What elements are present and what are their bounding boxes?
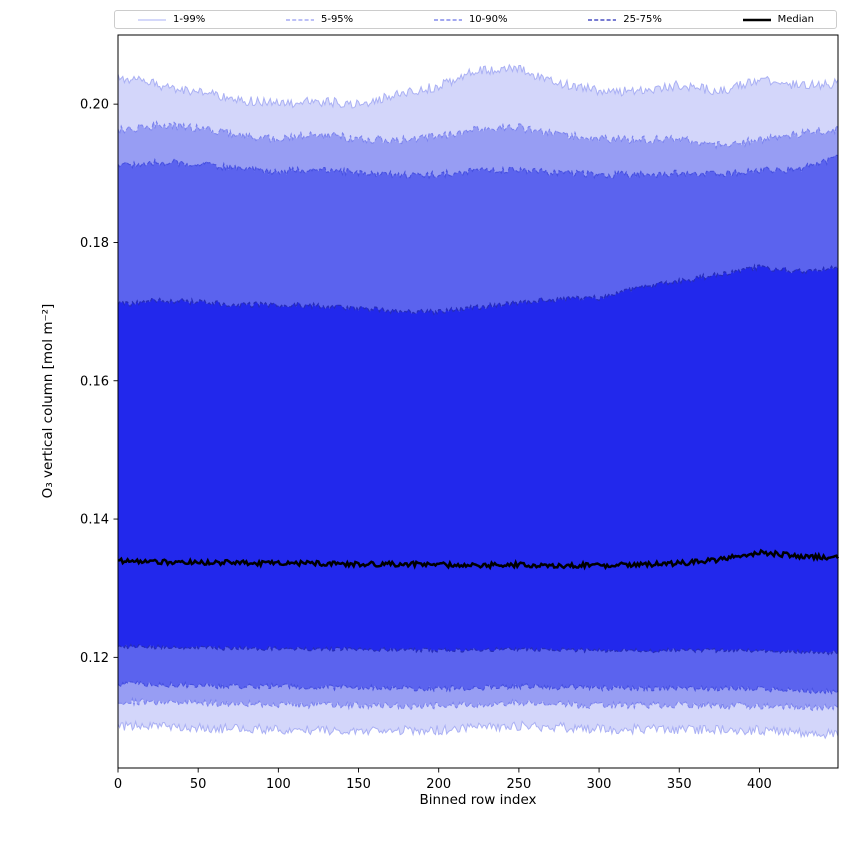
- legend-item-10-90%: 10-90%: [433, 14, 508, 25]
- percentile-line-p90: [117, 154, 839, 180]
- x-tick-label: 300: [587, 777, 612, 792]
- y-tick-label: 0.14: [80, 513, 109, 528]
- x-tick-label: 350: [667, 777, 692, 792]
- plot-border: [117, 34, 839, 769]
- legend-item-5-95%: 5-95%: [285, 14, 353, 25]
- legend-line-swatch: [433, 18, 462, 21]
- legend-line-swatch: [742, 18, 771, 21]
- y-tick-label: 0.16: [80, 374, 109, 389]
- percentile-line-p1: [117, 719, 839, 740]
- legend-label: 5-95%: [320, 14, 354, 25]
- y-tick-label: 0.12: [80, 651, 109, 666]
- legend-item-25-75%: 25-75%: [587, 14, 662, 25]
- legend-line-swatch: [285, 19, 314, 20]
- x-tick-label: 100: [266, 777, 291, 792]
- x-tick-label: 0: [114, 777, 122, 792]
- legend-line-swatch: [138, 19, 166, 20]
- legend-label: 1-99%: [173, 14, 206, 25]
- percentile-line-p5: [117, 696, 839, 713]
- y-tick-label: 0.18: [80, 236, 109, 251]
- x-tick-label: 250: [506, 777, 531, 792]
- percentile-line-p75: [117, 263, 839, 316]
- median-line: [117, 548, 840, 571]
- legend: 1-99% 5-95% 10-90% 25-75% Median: [114, 10, 837, 29]
- legend-label: Median: [777, 14, 814, 25]
- x-tick-label: 200: [426, 777, 451, 792]
- percentile-line-p10: [117, 680, 839, 695]
- percentile-line-p99: [117, 63, 839, 109]
- x-tick-label: 400: [747, 777, 772, 792]
- legend-label: 25-75%: [623, 14, 662, 25]
- y-tick-label: 0.20: [80, 98, 109, 113]
- band-25-75%: [118, 265, 838, 655]
- legend-line-swatch: [588, 18, 617, 21]
- x-tick-label: 50: [190, 777, 207, 792]
- percentile-line-p25: [117, 642, 839, 656]
- percentile-line-p95: [117, 120, 839, 150]
- y-axis-label: O₃ vertical column [mol m⁻²]: [40, 303, 56, 499]
- x-tick-label: 150: [346, 777, 371, 792]
- legend-label: 10-90%: [468, 14, 508, 25]
- legend-item-1-99%: 1-99%: [137, 14, 205, 25]
- legend-item-Median: Median: [742, 14, 814, 25]
- x-axis-label: Binned row index: [419, 792, 537, 808]
